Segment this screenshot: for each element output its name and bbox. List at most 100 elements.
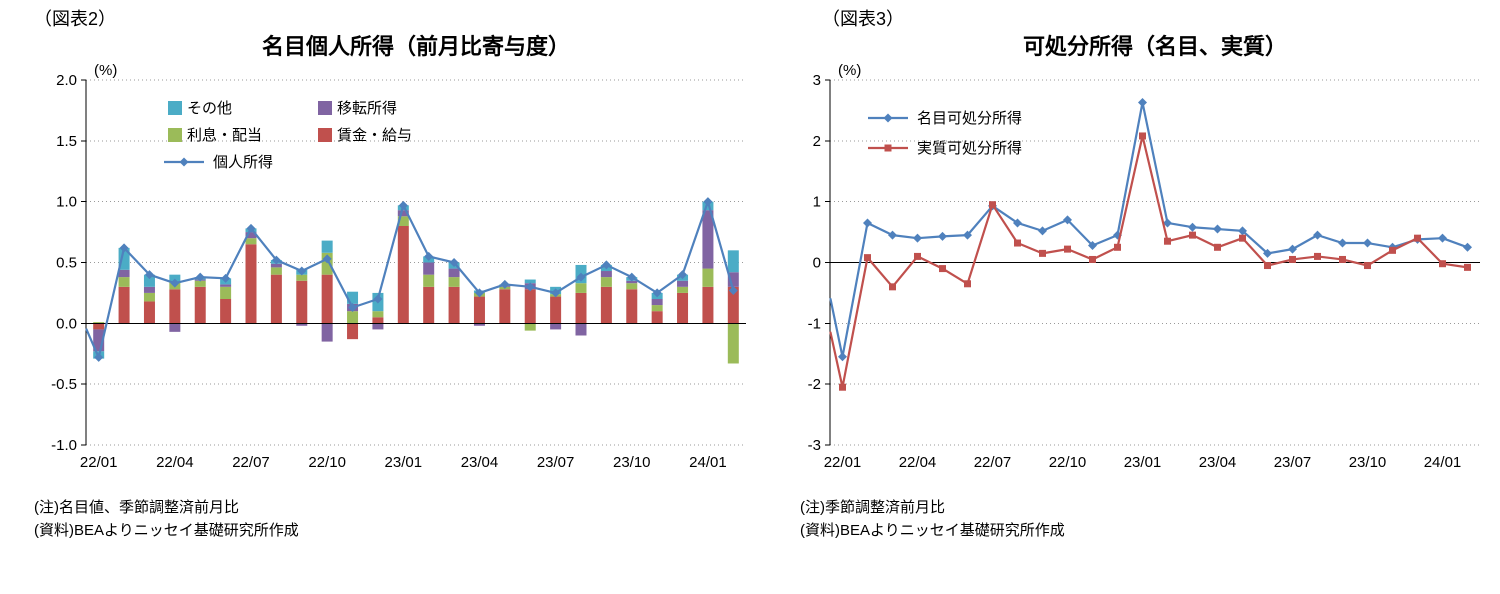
bar-segment (397, 216, 409, 226)
data-point-diamond-marker (322, 254, 332, 264)
svg-text:23/07: 23/07 (1274, 454, 1312, 471)
data-point-square-marker (839, 383, 846, 391)
y-axis (825, 79, 831, 446)
data-point-diamond-marker (119, 243, 129, 253)
data-point-diamond-marker (221, 273, 231, 283)
data-point-diamond-marker (500, 279, 510, 289)
legend-swatch (318, 128, 332, 142)
bar-segment (423, 274, 435, 287)
bar-segment (575, 323, 587, 336)
svg-text:23/04: 23/04 (1199, 454, 1237, 471)
legend-item: 利息・配当 (168, 127, 262, 144)
data-point-square-marker (914, 252, 921, 260)
data-point-square-marker (1289, 255, 1296, 263)
data-point-diamond-marker (525, 282, 535, 292)
bar-segment (677, 286, 689, 293)
svg-text:22/01: 22/01 (80, 454, 118, 471)
bar-segment (118, 269, 130, 278)
svg-text:23/01: 23/01 (1124, 454, 1162, 471)
legend-label: 実質可処分所得 (917, 139, 1022, 157)
data-point-square-marker (939, 265, 946, 273)
data-point-diamond-marker (601, 260, 611, 270)
bar-segment (651, 299, 663, 306)
bar-segment (220, 284, 232, 287)
data-point-diamond-marker (170, 278, 180, 288)
data-point-diamond-marker (94, 352, 104, 362)
bar-series-interest-dividend (93, 216, 739, 364)
bar-segment (626, 280, 638, 284)
figure3-note-source-note: (注)季節調整済前月比 (800, 499, 945, 516)
data-point-square-marker (864, 254, 871, 262)
svg-text:0.5: 0.5 (56, 255, 77, 272)
legend-label: 賃金・給与 (337, 127, 412, 144)
data-point-square-marker (1414, 234, 1421, 242)
bar-segment (321, 240, 333, 253)
data-point-diamond-marker (348, 303, 358, 313)
data-point-diamond-marker (1063, 215, 1072, 225)
data-point-square-marker (1439, 260, 1446, 268)
bar-segment (550, 323, 562, 330)
data-point-square-marker (1264, 262, 1271, 270)
bar-segment (143, 292, 155, 302)
bar-segment (169, 323, 181, 332)
data-point-square-marker (884, 144, 892, 152)
y-axis (81, 79, 87, 446)
legend-item: 移転所得 (318, 100, 397, 117)
data-point-diamond-marker (913, 233, 922, 243)
svg-text:22/10: 22/10 (308, 454, 346, 471)
figure2-note-credit: (資料)BEAよりニッセイ基礎研究所作成 (34, 522, 299, 539)
data-point-diamond-marker (838, 352, 847, 362)
bar-segment (372, 311, 384, 318)
data-point-square-marker (1364, 262, 1371, 270)
data-point-diamond-marker (1263, 248, 1272, 258)
data-point-diamond-marker (1163, 218, 1172, 228)
data-point-square-marker (1164, 237, 1171, 245)
x-tick-labels: 22/01 22/04 22/07 22/10 23/01 23/04 23/07 23/10… (824, 454, 1462, 471)
data-point-diamond-marker (398, 200, 408, 210)
x-tick-labels: 22/01 22/04 22/07 22/10 23/01 23/04 23/07 23/10… (80, 454, 727, 471)
svg-text:1.0: 1.0 (56, 194, 77, 211)
bar-series-transfer-income (93, 210, 739, 352)
data-point-diamond-marker (449, 258, 459, 267)
bar-segment (372, 323, 384, 330)
bar-segment (143, 286, 155, 293)
figure2-panel: （図表2） 名目個人所得（前月比寄与度） 2.0 1.5 1.0 0.5 0.0 -0.5… (28, 6, 758, 542)
data-point-square-marker (989, 201, 996, 209)
data-point-diamond-marker (551, 288, 561, 298)
bar-segment (194, 280, 206, 287)
svg-text:22/01: 22/01 (824, 454, 862, 471)
legend-item: 実質可処分所得 (868, 139, 1022, 157)
bar-segment (575, 292, 587, 324)
figure3-panel: （図表3） 可処分所得（名目、実質） 3 2 1 0 -1 -2 -3 22/01 22/04 2… (790, 6, 1490, 542)
y-axis-unit-label: (%) (838, 62, 861, 79)
bar-segment (727, 250, 739, 273)
data-point-diamond-marker (195, 272, 205, 282)
data-point-diamond-marker (373, 294, 383, 304)
svg-text:23/01: 23/01 (385, 454, 423, 471)
line-series-real-disposable-income (829, 132, 1471, 391)
bar-segment (169, 274, 181, 282)
bar-segment (245, 232, 257, 239)
legend-swatch (168, 128, 182, 142)
bar-segment (220, 286, 232, 299)
y-tick-labels: 3 2 1 0 -1 -2 -3 (808, 72, 821, 454)
bar-segment (651, 311, 663, 324)
data-point-diamond-marker (1038, 226, 1047, 236)
bar-segment (473, 323, 485, 326)
bar-segment (448, 277, 460, 287)
legend-label: 利息・配当 (187, 127, 262, 144)
data-point-diamond-marker (728, 285, 738, 295)
bar-segment (575, 283, 587, 293)
line-series-nominal-disposable-income (829, 98, 1472, 362)
bar-segment (270, 263, 282, 268)
data-point-diamond-marker (424, 251, 434, 261)
bar-segment (347, 323, 359, 340)
data-point-diamond-marker (179, 157, 189, 167)
bar-segment (626, 289, 638, 324)
bar-segment (702, 286, 714, 324)
svg-text:24/01: 24/01 (689, 454, 727, 471)
data-point-diamond-marker (1438, 233, 1447, 243)
bar-segment (524, 323, 536, 331)
bar-segment (321, 252, 333, 275)
